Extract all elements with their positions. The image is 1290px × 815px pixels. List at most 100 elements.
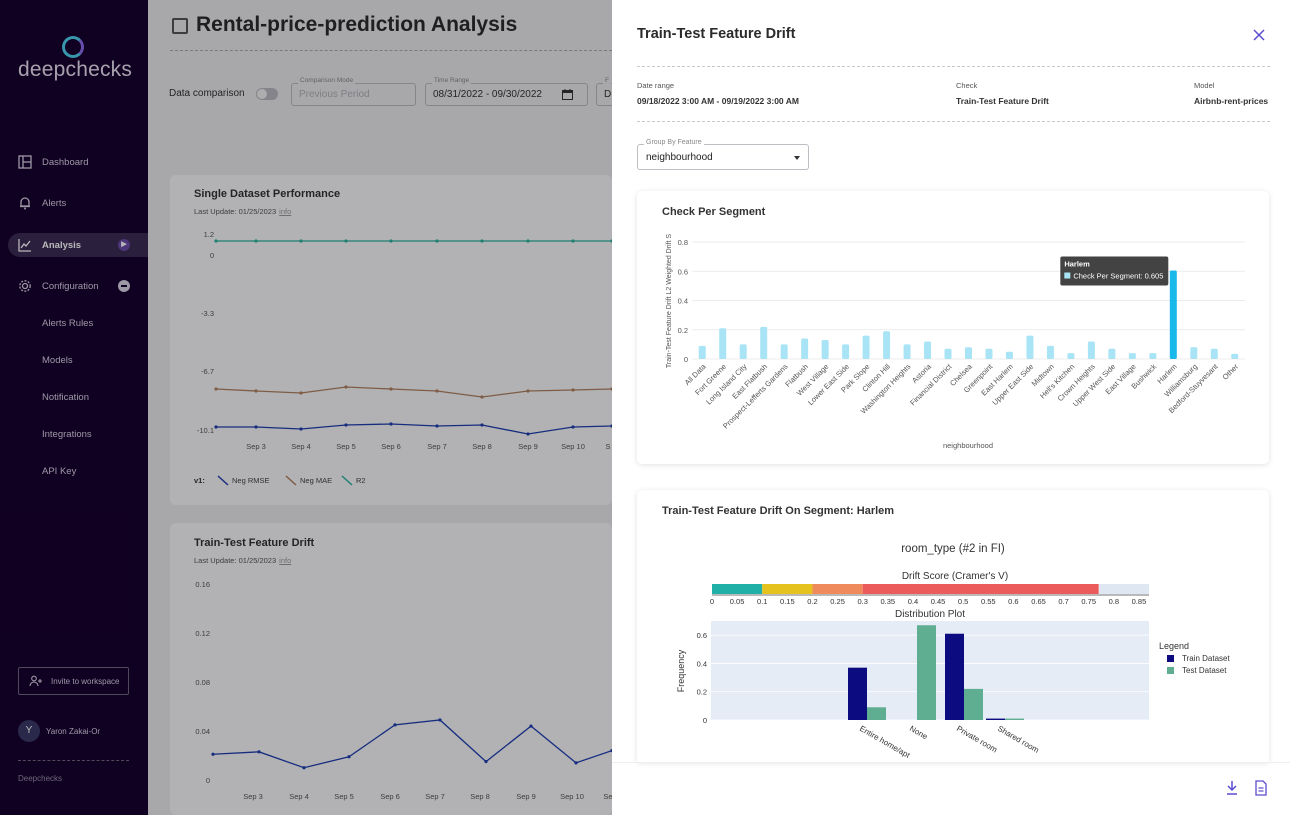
close-icon[interactable] xyxy=(1252,28,1266,42)
overlay-backdrop[interactable] xyxy=(0,0,612,815)
gauge-title: Drift Score (Cramer's V) xyxy=(902,571,1008,582)
drift-point xyxy=(302,766,306,770)
tooltip-swatch xyxy=(1064,272,1071,279)
y-tick-label: 0 xyxy=(210,251,214,260)
gauge-tick-label: 0.7 xyxy=(1058,597,1068,606)
segment-bar xyxy=(1067,353,1075,359)
legend-swatch xyxy=(285,475,297,486)
drift-point xyxy=(211,752,215,756)
date-range-label: Date range xyxy=(637,81,675,90)
deepchecks-logo[interactable]: deepchecks xyxy=(18,36,132,86)
series-point xyxy=(571,239,575,243)
gauge-tick-label: 0.65 xyxy=(1031,597,1046,606)
date-range-value: 09/18/2022 3:00 AM - 09/19/2022 3:00 AM xyxy=(637,96,799,106)
model-value: Airbnb-rent-prices xyxy=(1194,96,1269,106)
segment-bar xyxy=(719,328,727,359)
series-point xyxy=(389,387,393,391)
model-label: Model xyxy=(1194,81,1215,90)
info-link[interactable]: info xyxy=(279,207,292,216)
legend-swatch xyxy=(1167,667,1174,674)
data-comparison-toggle[interactable] xyxy=(256,88,278,100)
sidebar-item-analysis[interactable]: Analysis ▶ xyxy=(8,233,148,257)
sidebar-item-dashboard[interactable]: Dashboard xyxy=(8,150,148,174)
sidebar-item-notification[interactable]: Notification xyxy=(42,392,89,403)
legend-title: Legend xyxy=(1159,641,1189,651)
collapse-icon[interactable] xyxy=(118,280,130,292)
y-tick-label: -6.7 xyxy=(201,367,214,376)
y-tick-label: 0.2 xyxy=(678,326,688,335)
gauge-tick-label: 0.55 xyxy=(981,597,996,606)
sidebar-item-integrations[interactable]: Integrations xyxy=(42,429,92,440)
segment-bar xyxy=(1108,348,1116,359)
y-tick-label: -10.1 xyxy=(197,426,214,435)
distribution-bar xyxy=(964,688,983,720)
card-title: Single Dataset Performance xyxy=(194,188,341,200)
card-last-update: Last Update: 01/25/2023 info xyxy=(194,207,291,216)
sidebar-item-label: Configuration xyxy=(42,280,99,292)
comparison-mode-select[interactable]: Comparison Mode Previous Period xyxy=(291,77,416,106)
series-point xyxy=(344,423,348,427)
gauge-tick-label: 0.75 xyxy=(1081,597,1096,606)
drawer-title: Train-Test Feature Drift xyxy=(637,26,796,42)
info-link[interactable]: info xyxy=(279,556,292,565)
sidebar-item-alerts-rules[interactable]: Alerts Rules xyxy=(42,318,94,329)
legend-swatch xyxy=(217,475,229,486)
y-tick-label: 0.08 xyxy=(195,678,210,687)
gauge-tick-label: 0.8 xyxy=(1109,597,1119,606)
y-tick-label: 0 xyxy=(684,355,688,364)
x-tick-label: Sep 3 xyxy=(246,442,266,451)
gauge-tick-label: 0.1 xyxy=(757,597,767,606)
group-by-feature-select[interactable]: Group By Feature neighbourhood xyxy=(637,139,809,170)
drift-details-drawer: Train-Test Feature Drift Date range 09/1… xyxy=(612,0,1290,815)
drift-point xyxy=(529,724,533,728)
gauge-tick-label: 0 xyxy=(710,597,714,606)
x-tick-label: None xyxy=(908,724,930,742)
series-point xyxy=(344,239,348,243)
legend-label: Train Dataset xyxy=(1182,654,1231,663)
chart-title: room_type (#2 in FI) xyxy=(901,543,1005,555)
segment-bar xyxy=(1087,341,1095,359)
field-label: Time Range xyxy=(432,77,472,84)
x-tick-label: Sep 5 xyxy=(336,442,356,451)
drift-line-chart: 0.16 0.12 0.08 0.04 0 Sep 3 Sep 4 Sep 5 Sep 6 Sep… xyxy=(195,580,612,801)
x-tick-label: Sep 9 xyxy=(516,792,536,801)
segment-bar xyxy=(944,348,952,359)
drift-point xyxy=(347,755,351,759)
distribution-chart: room_type (#2 in FI) Drift Score (Cramer'… xyxy=(676,543,1231,760)
sidebar-item-models[interactable]: Models xyxy=(42,355,73,366)
segment-bar xyxy=(1005,351,1013,359)
page-title: Rental-price-prediction Analysis xyxy=(196,13,518,36)
series-point xyxy=(435,424,439,428)
x-tick-label: Entire home/apt xyxy=(858,724,912,760)
series-point xyxy=(480,423,484,427)
download-icon[interactable] xyxy=(1225,780,1239,796)
drift-point xyxy=(484,760,488,764)
series-point xyxy=(344,385,348,389)
calendar-icon[interactable] xyxy=(562,89,573,100)
gauge-tick-label: 0.5 xyxy=(958,597,968,606)
segment-bar xyxy=(1210,348,1218,359)
series-point xyxy=(389,422,393,426)
time-range-picker[interactable]: Time Range 08/31/2022 - 09/30/2022 xyxy=(425,77,588,106)
x-tick-label: Se xyxy=(603,792,612,801)
series-point xyxy=(610,424,612,428)
distribution-bar xyxy=(986,718,1005,720)
report-icon[interactable] xyxy=(1254,780,1268,796)
gauge-tick-label: 0.45 xyxy=(931,597,946,606)
sidebar-item-api-key[interactable]: API Key xyxy=(42,466,77,477)
invite-to-workspace-button[interactable]: Invite to workspace xyxy=(18,667,129,695)
sidebar-item-configuration[interactable]: Configuration xyxy=(8,274,148,298)
card-title: Train-Test Feature Drift xyxy=(194,537,315,549)
user-name: Yaron Zakai-Or xyxy=(46,726,101,736)
card-last-update: Last Update: 01/25/2023 info xyxy=(194,556,291,565)
plot-title: Distribution Plot xyxy=(895,609,965,620)
y-axis-label: Train-Test Feature Drift L2 Weighted Dri… xyxy=(666,234,673,369)
gauge-tick-label: 0.4 xyxy=(908,597,918,606)
sidebar-item-alerts[interactable]: Alerts xyxy=(8,191,148,215)
y-tick-label: 0.04 xyxy=(195,727,210,736)
x-tick-label: Sep 4 xyxy=(289,792,309,801)
field-value: 08/31/2022 - 09/30/2022 xyxy=(433,89,542,100)
user-profile[interactable]: Y Yaron Zakai-Or xyxy=(18,720,100,742)
y-tick-label: 0.6 xyxy=(697,631,707,640)
distribution-bar xyxy=(945,633,964,720)
